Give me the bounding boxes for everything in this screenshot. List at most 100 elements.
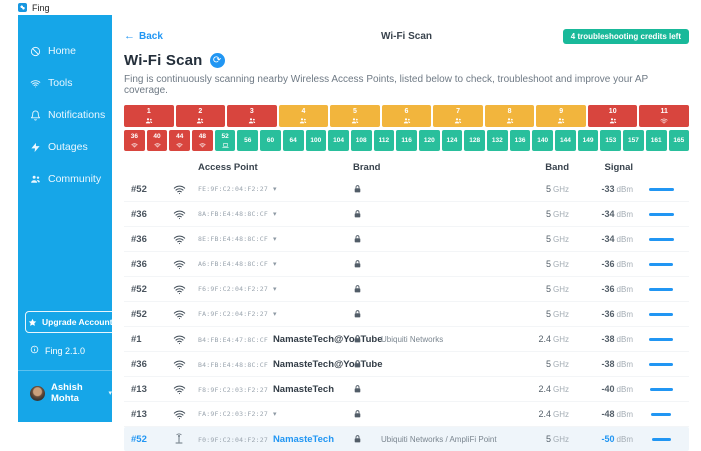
channel-cell-36[interactable]: 36 [124, 130, 145, 151]
channel-cell-60[interactable]: 60 [260, 130, 281, 151]
channel-cell-124[interactable]: 124 [441, 130, 463, 151]
channel-cell-140[interactable]: 140 [532, 130, 554, 151]
channel-cell-132[interactable]: 132 [487, 130, 508, 151]
wifi-icon [30, 78, 41, 89]
channel-cell-153[interactable]: 153 [600, 130, 622, 151]
band-cell: 5 GHz [545, 184, 569, 194]
expand-caret-icon[interactable]: ▾ [272, 286, 277, 293]
channel-cell-120[interactable]: 120 [418, 130, 440, 151]
channel-cell-104[interactable]: 104 [328, 130, 349, 151]
channel-cell-108[interactable]: 108 [350, 130, 372, 151]
credits-badge: 4 troubleshooting credits left [562, 28, 689, 44]
table-row[interactable]: #52 FE:9F:C2:04:F2:27 ▾ 5 GHz -33 dBm [124, 177, 689, 202]
col-access-point-header: Access Point [198, 161, 258, 173]
channel-cell-10[interactable]: 10 [587, 105, 638, 127]
table-row[interactable]: #13 F8:9F:C2:03:F2:27 NamasteTech 2.4 GHz -40… [124, 377, 689, 402]
expand-caret-icon[interactable]: ▾ [272, 411, 277, 418]
channel-number: 6 [404, 107, 409, 115]
lock-icon [353, 284, 381, 294]
channel-cell-157[interactable]: 157 [623, 130, 644, 151]
wifi-icon [176, 141, 183, 149]
user-menu[interactable]: Ashish Mohta ▾ [18, 382, 112, 404]
table-row[interactable]: #1 B4:FB:E4:47:8C:CF NamasteTech@YouTube Ub… [124, 327, 689, 352]
upgrade-account-button[interactable]: Upgrade Account [25, 311, 116, 333]
mac-address: F6:9F:C2:04:F2:27 [198, 285, 268, 293]
back-button[interactable]: ← Back [124, 30, 163, 42]
channel-cell-1[interactable]: 1 [124, 105, 174, 127]
channel-cell-8[interactable]: 8 [484, 105, 535, 127]
channel-cell-6[interactable]: 6 [381, 105, 432, 127]
channel-number: 108 [355, 136, 367, 144]
expand-caret-icon[interactable]: ▾ [272, 236, 277, 243]
lock-icon [353, 359, 381, 369]
channel-cell-11[interactable]: 11 [639, 105, 690, 127]
channel-cell-100[interactable]: 100 [305, 130, 327, 151]
table-row[interactable]: #36 A6:FB:E4:48:8C:CF ▾ 5 GHz -36 dBm [124, 252, 689, 277]
sidebar-item-notifications[interactable]: Notifications [18, 99, 112, 131]
channel-number: 116 [401, 136, 412, 144]
channel-cell-44[interactable]: 44 [169, 130, 191, 151]
channel-cell: #52 [131, 183, 147, 195]
channel-number: 8 [507, 107, 512, 115]
signal-cell: -36 dBm [601, 284, 633, 294]
table-row[interactable]: #36 8E:FB:E4:48:8C:CF ▾ 5 GHz -34 dBm [124, 227, 689, 252]
channel-cell-144[interactable]: 144 [555, 130, 576, 151]
channel-cell-161[interactable]: 161 [645, 130, 667, 151]
band-cell: 5 GHz [545, 209, 569, 219]
channel-cell-165[interactable]: 165 [668, 130, 690, 151]
channel-cell-7[interactable]: 7 [433, 105, 483, 127]
channel-cell-52[interactable]: 52 [214, 130, 236, 151]
channel-cell-112[interactable]: 112 [373, 130, 395, 151]
channel-number: 112 [378, 136, 390, 144]
channel-number: 60 [266, 136, 275, 144]
sidebar-item-tools[interactable]: Tools [18, 67, 112, 99]
channel-cell-149[interactable]: 149 [577, 130, 599, 151]
col-band-header: Band [545, 161, 569, 173]
table-row[interactable]: #36 8A:FB:E4:48:8C:CF ▾ 5 GHz -34 dBm [124, 202, 689, 227]
expand-caret-icon[interactable]: ▾ [272, 311, 277, 318]
bell-icon [30, 110, 41, 121]
access-point-cell: 8A:FB:E4:48:8C:CF ▾ [198, 210, 353, 218]
channel-cell-5[interactable]: 5 [330, 105, 380, 127]
sidebar-item-outages[interactable]: Outages [18, 131, 112, 163]
channel-cell-48[interactable]: 48 [192, 130, 213, 151]
channel-cell-136[interactable]: 136 [509, 130, 531, 151]
access-point-cell: B4:FB:E4:47:8C:CF NamasteTech@YouTube [198, 334, 383, 345]
table-row[interactable]: #52 FA:9F:C2:04:F2:27 ▾ 5 GHz -36 dBm [124, 302, 689, 327]
sidebar-item-home[interactable]: Home [18, 35, 112, 67]
channel-number: 153 [605, 136, 617, 144]
expand-caret-icon[interactable]: ▾ [272, 186, 277, 193]
table-row[interactable]: #36 B4:FB:E4:48:8C:CF NamasteTech@YouTube 5… [124, 352, 689, 377]
wifi-icon [160, 283, 198, 296]
sidebar-item-label: Community [48, 173, 102, 185]
signal-bar [633, 237, 689, 241]
channel-cell-9[interactable]: 9 [536, 105, 586, 127]
channel-number: 56 [244, 136, 252, 144]
access-point-cell: 8E:FB:E4:48:8C:CF ▾ [198, 235, 353, 243]
channel-cell-4[interactable]: 4 [278, 105, 329, 127]
expand-caret-icon[interactable]: ▾ [272, 211, 277, 218]
users-icon [506, 116, 514, 125]
table-row[interactable]: #13 FA:9F:C2:03:F2:27 ▾ 2.4 GHz -48 dBm [124, 402, 689, 427]
access-point-cell: F0:9F:C2:04:F2:27 NamasteTech [198, 434, 353, 445]
lock-icon [353, 309, 381, 319]
laptop-icon [221, 141, 229, 149]
table-row[interactable]: #52 F6:9F:C2:04:F2:27 ▾ 5 GHz -36 dBm [124, 277, 689, 302]
channel-cell-3[interactable]: 3 [227, 105, 277, 127]
channel-cell-64[interactable]: 64 [282, 130, 304, 151]
sidebar-item-community[interactable]: Community [18, 163, 112, 195]
channel-cell: #52 [131, 283, 147, 295]
channel-cell-56[interactable]: 56 [237, 130, 259, 151]
channel-number: 4 [301, 107, 306, 115]
channel-cell-128[interactable]: 128 [464, 130, 485, 151]
table-row[interactable]: #52 F0:9F:C2:04:F2:27 NamasteTech Ubiquiti … [124, 427, 689, 451]
channel-cell-2[interactable]: 2 [175, 105, 226, 127]
mac-address: A6:FB:E4:48:8C:CF [198, 260, 268, 268]
expand-caret-icon[interactable]: ▾ [272, 261, 277, 268]
channel-cell-40[interactable]: 40 [146, 130, 168, 151]
refresh-icon[interactable]: ⟳ [209, 53, 225, 68]
table-body: #52 FE:9F:C2:04:F2:27 ▾ 5 GHz -33 dBm #36 8A:FB:… [124, 177, 689, 451]
channel-number: 1 [146, 107, 151, 115]
upgrade-account-label: Upgrade Account [42, 317, 113, 327]
channel-cell-116[interactable]: 116 [396, 130, 417, 151]
